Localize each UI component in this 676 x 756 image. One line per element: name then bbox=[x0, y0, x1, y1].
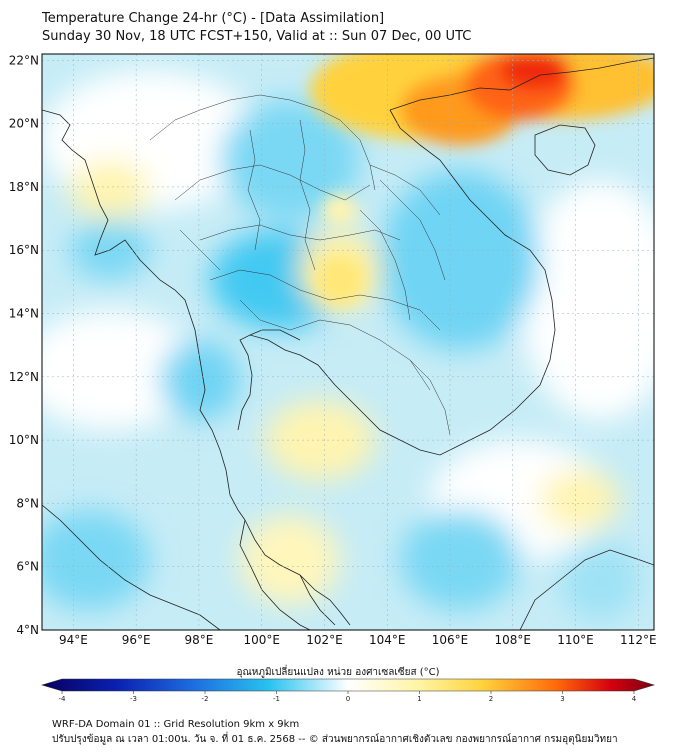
province-borders bbox=[149, 94, 451, 436]
x-tick-label: 96°E bbox=[122, 633, 151, 647]
y-tick-label: 6°N bbox=[16, 560, 39, 574]
colorbar-tick-label: -4 bbox=[59, 695, 67, 703]
colorbar-label: อุณหภูมิเปลี่ยนแปลง หน่วย องศาเซลเซียส (… bbox=[236, 667, 440, 678]
colorbar-tick-label: 1 bbox=[417, 695, 421, 703]
map-title: Temperature Change 24-hr (°C) - [Data As… bbox=[42, 10, 471, 46]
x-tick-label: 104°E bbox=[369, 633, 406, 647]
colorbar: -4 -3 -2 -1 0 1 2 3 4 bbox=[40, 678, 656, 703]
colorbar-tick-label: -2 bbox=[202, 695, 209, 703]
y-tick-label: 16°N bbox=[9, 243, 39, 257]
colorbar-tick-label: -1 bbox=[273, 695, 280, 703]
y-tick-label: 14°N bbox=[9, 307, 39, 321]
colorbar-tick-label: 2 bbox=[489, 695, 493, 703]
y-tick-label: 4°N bbox=[16, 623, 39, 637]
x-tick-label: 108°E bbox=[495, 633, 532, 647]
title-line-2: Sunday 30 Nov, 18 UTC FCST+150, Valid at… bbox=[42, 29, 472, 44]
y-tick-label: 22°N bbox=[9, 53, 39, 67]
y-tick-label: 8°N bbox=[16, 496, 39, 510]
colorbar-tick-label: 3 bbox=[560, 695, 564, 703]
footer-line-2: ปรับปรุงข้อมูล ณ เวลา 01:00น. วัน จ. ที่… bbox=[52, 734, 618, 745]
colorbar-tick-label: -3 bbox=[130, 695, 137, 703]
y-tick-label: 10°N bbox=[9, 433, 39, 447]
temperature-field bbox=[42, 54, 654, 630]
footer-line-1: WRF-DA Domain 01 :: Grid Resolution 9km … bbox=[52, 719, 300, 730]
x-tick-label: 102°E bbox=[306, 633, 343, 647]
y-axis-labels: 22°N 20°N 18°N 16°N 14°N 12°N 10°N 8°N 6°N 4°N bbox=[9, 53, 39, 637]
colorbar-tick-label: 4 bbox=[632, 695, 637, 703]
title-line-1: Temperature Change 24-hr (°C) - [Data As… bbox=[42, 11, 385, 26]
x-tick-label: 94°E bbox=[59, 633, 88, 647]
x-tick-label: 106°E bbox=[432, 633, 469, 647]
plot-frame bbox=[41, 53, 655, 631]
x-tick-label: 112°E bbox=[620, 633, 657, 647]
y-tick-label: 18°N bbox=[9, 180, 39, 194]
x-tick-label: 100°E bbox=[243, 633, 280, 647]
y-tick-label: 20°N bbox=[9, 117, 39, 131]
footer: WRF-DA Domain 01 :: Grid Resolution 9km … bbox=[52, 717, 618, 747]
x-tick-label: 98°E bbox=[184, 633, 213, 647]
x-axis-labels: 94°E 96°E 98°E 100°E 102°E 104°E 106°E 108°E 110… bbox=[59, 633, 657, 647]
y-tick-label: 12°N bbox=[9, 370, 39, 384]
colorbar-tick-label: 0 bbox=[346, 695, 350, 703]
x-tick-label: 110°E bbox=[557, 633, 594, 647]
